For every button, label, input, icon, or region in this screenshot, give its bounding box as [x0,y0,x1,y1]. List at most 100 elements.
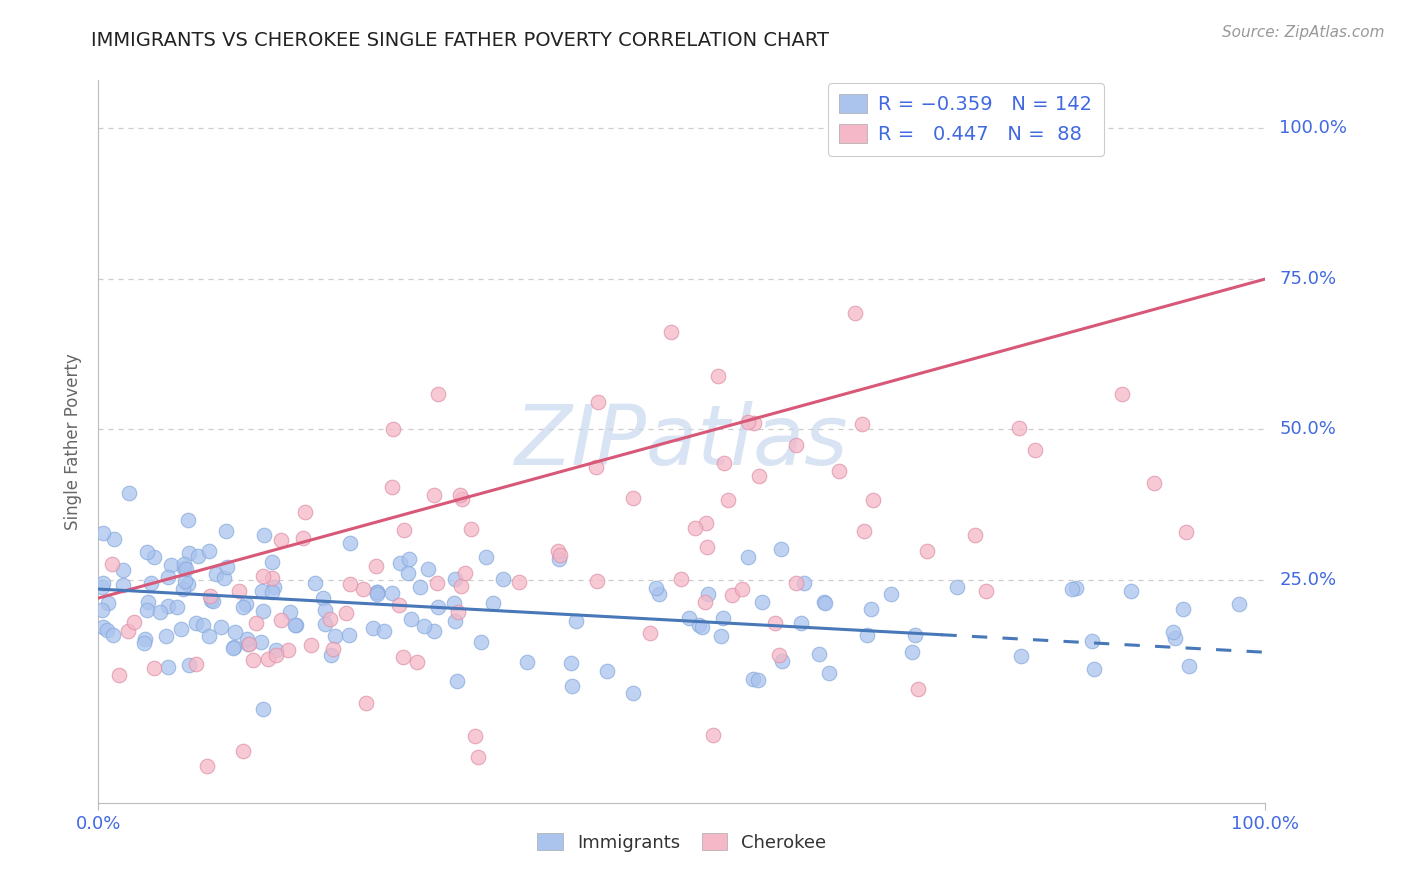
Point [696,540,718,554]
Point [621,686,644,700]
Point [366,585,388,599]
Point [270,533,292,547]
Point [209,620,232,634]
Point [907,681,929,696]
Point [314,616,336,631]
Point [148,606,170,620]
Point [737,415,759,429]
Point [737,550,759,565]
Point [474,550,496,565]
Point [427,386,450,401]
Point [388,598,411,612]
Text: Source: ZipAtlas.com: Source: ZipAtlas.com [1222,25,1385,40]
Point [252,702,274,716]
Point [770,654,793,668]
Point [1062,582,1084,596]
Point [381,586,404,600]
Point [862,493,884,508]
Point [561,679,583,693]
Point [741,672,763,686]
Point [173,560,195,574]
Point [103,628,125,642]
Point [264,643,287,657]
Point [156,660,179,674]
Point [136,545,159,559]
Point [648,587,671,601]
Point [176,562,198,576]
Point [245,616,267,631]
Point [136,602,159,616]
Point [1081,633,1104,648]
Point [793,576,815,591]
Point [481,596,503,610]
Point [645,581,668,595]
Point [392,523,415,537]
Point [366,585,388,599]
Point [808,647,831,661]
Point [828,464,851,478]
Point [215,560,238,574]
Point [222,640,245,655]
Point [252,569,274,583]
Point [173,558,195,572]
Point [915,543,938,558]
Point [659,325,682,339]
Text: IMMIGRANTS VS CHEROKEE SINGLE FATHER POVERTY CORRELATION CHART: IMMIGRANTS VS CHEROKEE SINGLE FATHER POV… [91,31,830,50]
Point [405,655,427,669]
Point [695,516,717,531]
Point [683,520,706,534]
Point [747,673,769,687]
Point [354,696,377,710]
Point [335,606,357,620]
Point [785,438,807,452]
Point [408,580,430,594]
Point [91,620,114,634]
Point [548,552,571,566]
Point [491,572,513,586]
Text: 50.0%: 50.0% [1279,420,1336,439]
Text: 100.0%: 100.0% [1279,120,1347,137]
Point [638,625,661,640]
Point [118,486,141,500]
Point [444,614,467,628]
Point [963,528,986,542]
Point [851,417,873,431]
Point [1163,624,1185,639]
Point [1008,421,1031,435]
Point [322,642,344,657]
Point [770,542,793,557]
Point [856,628,879,642]
Point [107,668,129,682]
Point [157,599,180,613]
Point [155,628,177,642]
Point [166,600,188,615]
Point [697,587,720,601]
Point [731,582,754,596]
Point [198,629,221,643]
Point [423,624,446,638]
Point [742,417,765,431]
Point [96,623,118,637]
Point [717,492,740,507]
Point [443,596,465,610]
Point [187,549,209,563]
Point [304,576,326,591]
Point [172,582,194,596]
Point [122,615,145,630]
Point [143,661,166,675]
Point [454,566,477,580]
Point [621,491,644,506]
Point [205,566,228,581]
Point [91,575,114,590]
Point [565,614,588,628]
Point [232,600,254,615]
Point [173,574,195,589]
Text: ZIPatlas: ZIPatlas [515,401,849,482]
Point [236,637,259,651]
Point [516,655,538,669]
Point [200,593,222,607]
Text: 75.0%: 75.0% [1279,270,1337,288]
Point [270,613,292,627]
Point [236,632,259,646]
Point [224,625,246,640]
